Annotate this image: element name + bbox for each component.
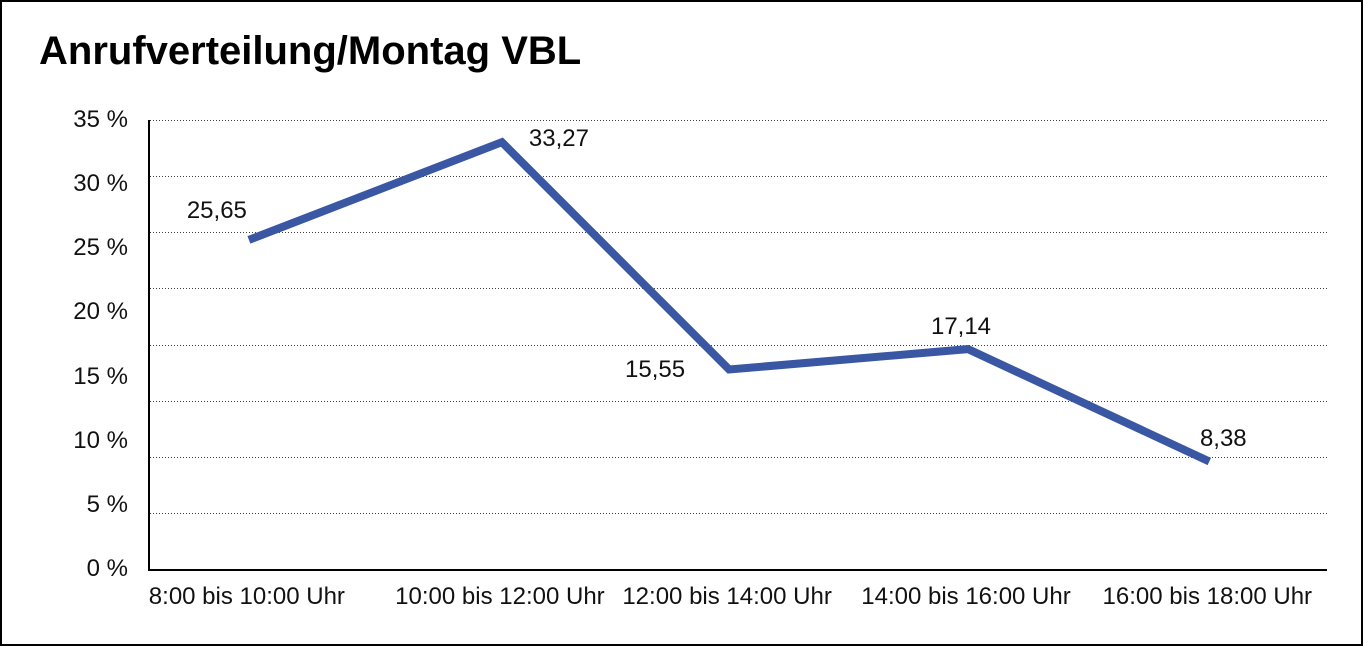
gridline <box>150 232 1327 234</box>
gridline <box>150 288 1327 290</box>
y-axis-label: 0 % <box>86 555 128 582</box>
data-point-label: 8,38 <box>1199 425 1247 453</box>
data-line <box>247 137 1211 466</box>
data-point-label: 15,55 <box>625 355 686 383</box>
gridline <box>150 512 1327 514</box>
data-point-label: 17,14 <box>930 313 992 341</box>
gridline <box>150 456 1327 458</box>
x-axis-label: 8:00 bis 10:00 Uhr <box>148 583 345 610</box>
data-line-canvas <box>247 137 1211 466</box>
plot-area <box>148 120 1327 571</box>
gridline <box>150 400 1327 402</box>
y-axis-label: 20 % <box>73 298 128 326</box>
y-axis-label: 5 % <box>86 490 128 518</box>
data-point-label: 25,65 <box>186 196 247 224</box>
y-axis-label: 35 % <box>73 106 128 133</box>
y-axis-label: 25 % <box>73 234 128 262</box>
gridline <box>150 344 1327 346</box>
x-axis-label: 10:00 bis 12:00 Uhr <box>395 583 605 610</box>
x-axis-label: 14:00 bis 16:00 Uhr <box>861 583 1071 610</box>
y-axis-label: 10 % <box>73 426 128 454</box>
chart-title: Anrufverteilung/Montag VBL <box>39 29 582 73</box>
x-axis-label: 16:00 bis 18:00 Uhr <box>1102 583 1313 610</box>
x-axis-label: 12:00 bis 14:00 Uhr <box>622 583 832 610</box>
data-point-label: 33,27 <box>528 125 589 153</box>
y-axis-label: 15 % <box>73 362 128 390</box>
gridline <box>150 120 1327 121</box>
y-axis-label: 30 % <box>73 170 128 198</box>
gridline <box>150 176 1327 178</box>
